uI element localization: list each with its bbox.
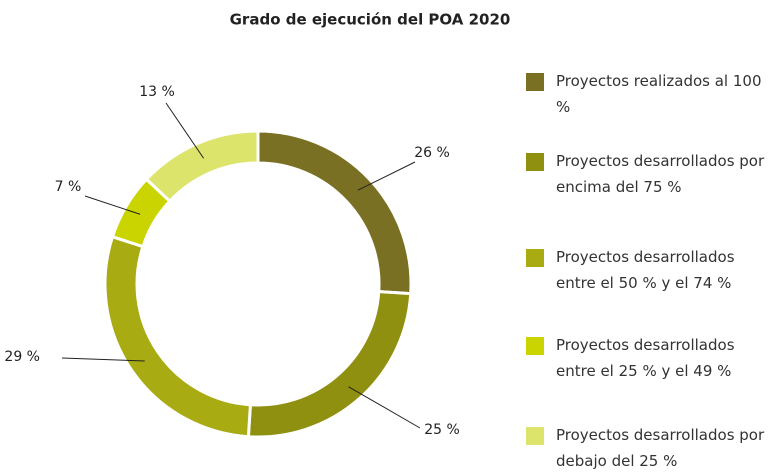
legend-label: Proyectos realizados al 100 % [556,72,762,116]
legend-swatch [526,427,544,445]
legend-swatch [526,73,544,91]
data-label: 7 % [55,179,82,195]
legend-swatch [526,337,544,355]
donut-segment [144,129,260,204]
data-label: 25 % [424,422,460,438]
leader-line [357,161,416,191]
legend-label: Proyectos desarrollados entre el 50 % y … [556,248,735,292]
donut-segment [246,290,413,439]
data-label: 13 % [139,84,175,100]
data-label: 26 % [414,145,450,161]
leader-line [348,386,421,429]
legend-swatch [526,249,544,267]
chart-title: Grado de ejecución del POA 2020 [230,11,511,29]
legend-swatch [526,153,544,171]
legend-label: Proyectos desarrollados por debajo del 2… [556,426,765,470]
data-label: 29 % [4,349,40,365]
legend-label: Proyectos desarrollados por encima del 7… [556,152,765,196]
donut-segment [256,129,413,296]
leader-line [84,195,141,215]
legend-label: Proyectos desarrollados entre el 25 % y … [556,336,735,380]
leader-line [165,102,205,159]
leader-line [61,357,145,362]
donut-segment [103,234,252,439]
